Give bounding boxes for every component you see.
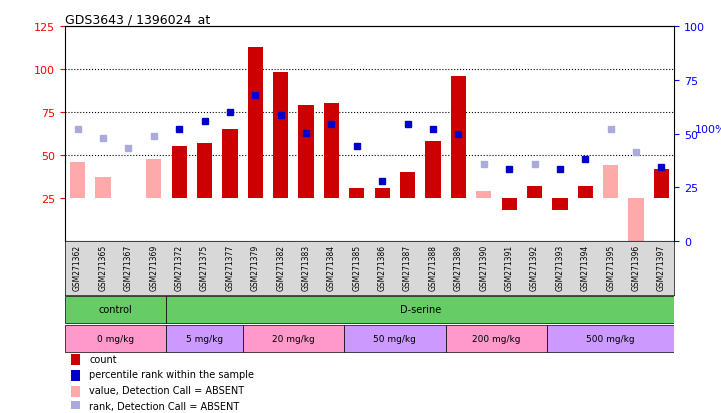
Text: 50 mg/kg: 50 mg/kg	[373, 334, 416, 343]
Bar	[95, 178, 110, 199]
Text: control: control	[99, 305, 133, 315]
FancyBboxPatch shape	[65, 325, 167, 351]
Text: 200 mg/kg: 200 mg/kg	[472, 334, 521, 343]
Bar	[71, 386, 80, 396]
FancyBboxPatch shape	[547, 325, 674, 351]
Bar	[71, 354, 80, 366]
Bar	[172, 147, 187, 199]
Bar	[146, 159, 162, 199]
Text: GSM271386: GSM271386	[378, 244, 386, 290]
Bar	[502, 199, 517, 211]
Bar	[197, 144, 212, 199]
Bar	[476, 192, 492, 199]
Bar	[70, 163, 85, 199]
Text: 0 mg/kg: 0 mg/kg	[97, 334, 134, 343]
Bar	[451, 77, 466, 199]
Text: GSM271395: GSM271395	[606, 244, 615, 290]
Text: GSM271389: GSM271389	[454, 244, 463, 290]
Bar	[375, 188, 390, 199]
Text: 5 mg/kg: 5 mg/kg	[186, 334, 223, 343]
Text: D-serine: D-serine	[399, 305, 441, 315]
Text: GSM271369: GSM271369	[149, 244, 158, 290]
Bar	[425, 142, 441, 199]
Text: value, Detection Call = ABSENT: value, Detection Call = ABSENT	[89, 385, 244, 395]
FancyBboxPatch shape	[65, 297, 167, 323]
Bar	[400, 173, 415, 199]
Text: GSM271387: GSM271387	[403, 244, 412, 290]
Text: GSM271396: GSM271396	[632, 244, 640, 290]
Bar	[222, 130, 237, 199]
Text: GSM271385: GSM271385	[353, 244, 361, 290]
Text: 20 mg/kg: 20 mg/kg	[272, 334, 315, 343]
Text: GSM271367: GSM271367	[124, 244, 133, 290]
FancyBboxPatch shape	[167, 297, 674, 323]
Text: 500 mg/kg: 500 mg/kg	[586, 334, 635, 343]
Text: GSM271388: GSM271388	[428, 244, 438, 290]
Text: GSM271391: GSM271391	[505, 244, 513, 290]
Bar	[629, 199, 644, 242]
Bar	[298, 106, 314, 199]
Text: GSM271362: GSM271362	[73, 244, 82, 290]
Bar	[349, 188, 364, 199]
FancyBboxPatch shape	[242, 325, 344, 351]
Text: GSM271384: GSM271384	[327, 244, 336, 290]
Bar	[527, 187, 542, 199]
Text: GSM271377: GSM271377	[226, 244, 234, 290]
FancyBboxPatch shape	[344, 325, 446, 351]
Text: GSM271392: GSM271392	[530, 244, 539, 290]
FancyBboxPatch shape	[167, 325, 242, 351]
Bar	[552, 199, 567, 211]
Text: rank, Detection Call = ABSENT: rank, Detection Call = ABSENT	[89, 401, 239, 411]
Bar	[71, 370, 80, 381]
Bar	[654, 169, 669, 199]
Text: GSM271393: GSM271393	[555, 244, 565, 290]
Bar	[324, 104, 339, 199]
Bar	[248, 47, 263, 199]
Bar	[603, 166, 619, 199]
Text: percentile rank within the sample: percentile rank within the sample	[89, 369, 255, 379]
Text: count: count	[89, 354, 117, 364]
Text: GSM271397: GSM271397	[657, 244, 666, 290]
Text: GSM271365: GSM271365	[99, 244, 107, 290]
Text: GSM271379: GSM271379	[251, 244, 260, 290]
Bar	[578, 187, 593, 199]
Y-axis label: 100%: 100%	[694, 124, 721, 134]
Text: GSM271382: GSM271382	[276, 244, 286, 290]
Text: GDS3643 / 1396024_at: GDS3643 / 1396024_at	[65, 13, 210, 26]
Text: GSM271390: GSM271390	[479, 244, 488, 290]
Text: GSM271383: GSM271383	[301, 244, 311, 290]
Text: GSM271375: GSM271375	[200, 244, 209, 290]
Text: GSM271394: GSM271394	[581, 244, 590, 290]
Bar	[71, 401, 80, 412]
Text: GSM271372: GSM271372	[174, 244, 184, 290]
FancyBboxPatch shape	[446, 325, 547, 351]
Bar	[273, 73, 288, 199]
